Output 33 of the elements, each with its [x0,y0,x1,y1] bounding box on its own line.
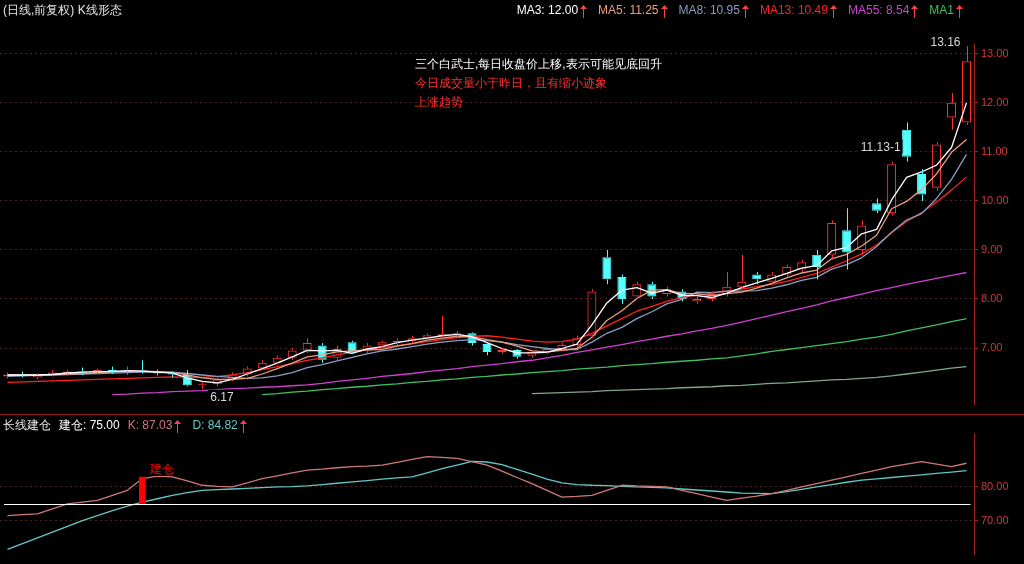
candlestick [617,273,627,305]
candlestick [842,207,852,271]
y-tick-label: 80.00 [981,479,1009,492]
text: MA55: 8.54 [847,3,910,18]
text: MA3: 12.00 [516,3,579,18]
text: MA8: 10.95 [678,3,741,18]
y-tick-label: 70.00 [981,513,1009,526]
chart-title: 长线建仓 [3,418,51,433]
annotation: 13.16 [930,35,961,49]
y-tick-label: 8.00 [981,292,1003,305]
annotation: 建仓 [149,461,175,476]
y-tick-label: 12.00 [981,95,1009,108]
text: D: 84.82 [192,418,239,433]
annotation: 今日成交量小于昨日，且有缩小迹象 [414,76,607,90]
text: MA5: 11.25 [598,3,659,18]
text: MA13: 10.49 [759,3,829,18]
text: K: 87.03 [127,418,173,433]
chart-title: (日线,前复权) K线形态 [3,3,122,18]
annotation: 6.17 [210,389,234,404]
y-tick-label: 9.00 [981,242,1003,255]
candlestick [917,168,927,202]
candlestick [902,121,912,163]
y-tick-label: 7.00 [981,341,1003,354]
candlestick [602,249,612,285]
candlestick [752,271,762,285]
y-tick-label: 11.00 [981,144,1008,157]
annotation: 三个白武士,每日收盘价上移,表示可能见底回升 [414,57,662,71]
text: MA1 [929,3,955,18]
y-tick-label: 13.00 [981,46,1009,59]
ref-line-label: 建仓: 75.00 [58,418,121,433]
annotation: 上涨趋势 [414,95,463,109]
y-tick-label: 10.00 [981,193,1009,206]
annotation: 11.13-1 [860,139,901,154]
